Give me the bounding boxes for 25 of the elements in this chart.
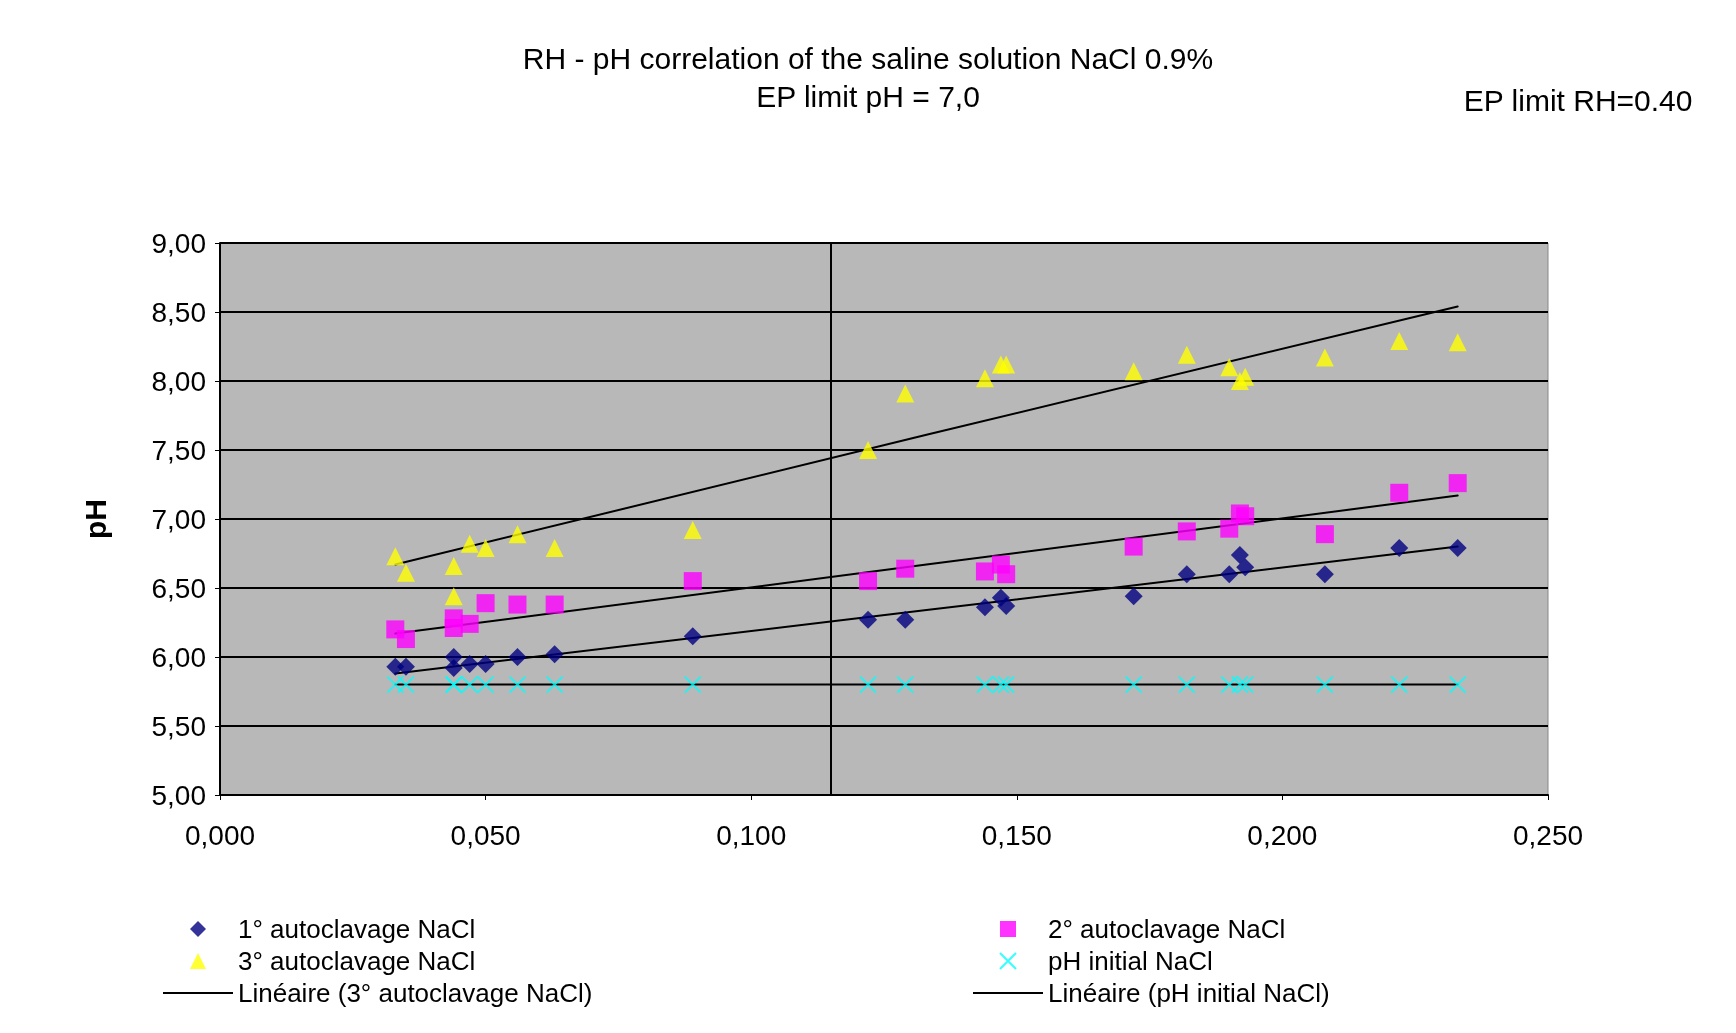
legend-label: 1° autoclavage NaCl	[238, 914, 476, 944]
x-tick-label: 0,000	[184, 819, 256, 851]
y-tick-label: 7,00	[151, 503, 206, 535]
legend-label: pH initial NaCl	[1048, 946, 1213, 976]
legend-label: Linéaire (3° autoclavage NaCl)	[238, 978, 593, 1008]
chart-subtitle: EP limit pH = 7,0	[756, 79, 980, 113]
legend-label: 2° autoclavage NaCl	[1048, 914, 1286, 944]
y-tick-label: 7,50	[151, 434, 206, 466]
y-tick-label: 6,00	[151, 641, 206, 673]
legend-label: 3° autoclavage NaCl	[238, 946, 476, 976]
y-tick-label: 5,00	[151, 779, 206, 811]
text: EP limit RH=0.40	[1463, 83, 1693, 117]
y-axis-title: pH	[78, 499, 112, 539]
chart-title: RH - pH correlation of the saline solution NaCl 0.9%	[522, 41, 1214, 75]
y-tick-label: 8,00	[151, 365, 206, 397]
y-tick-label: 9,00	[151, 227, 206, 259]
y-tick-label: 6,50	[151, 572, 206, 604]
y-tick-label: 8,50	[151, 296, 206, 328]
x-tick-label: 0,150	[981, 819, 1052, 851]
y-tick-label: 5,50	[151, 710, 206, 742]
x-tick-label: 0,050	[450, 819, 521, 851]
legend-label: Linéaire (pH initial NaCl)	[1048, 978, 1330, 1008]
x-tick-label: 0,200	[1247, 819, 1318, 851]
x-tick-label: 0,100	[716, 819, 787, 851]
x-tick-label: 0,250	[1512, 819, 1584, 851]
